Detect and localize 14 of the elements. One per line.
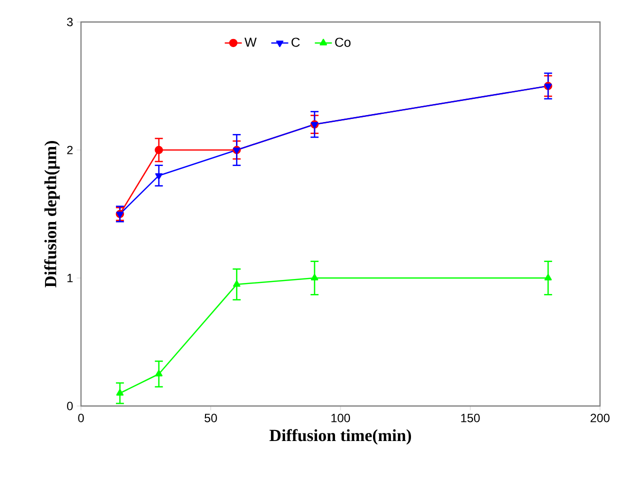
x-tick-label: 100 bbox=[331, 414, 350, 422]
legend-label: Co bbox=[335, 38, 351, 47]
y-axis-title: Diffusion depth(μm) bbox=[44, 141, 60, 288]
x-axis-title: Diffusion time(min) bbox=[270, 429, 412, 445]
x-tick-label: 150 bbox=[461, 414, 480, 422]
y-tick-label: 1 bbox=[67, 274, 73, 282]
y-tick-label: 0 bbox=[67, 402, 73, 410]
legend-label: C bbox=[292, 38, 300, 47]
x-tick-label: 0 bbox=[78, 414, 84, 422]
y-tick-label: 3 bbox=[67, 18, 73, 26]
x-tick-label: 200 bbox=[590, 414, 610, 422]
x-tick-label: 50 bbox=[204, 414, 217, 422]
y-tick-label: 2 bbox=[67, 146, 73, 154]
legend-label: W bbox=[244, 38, 257, 47]
